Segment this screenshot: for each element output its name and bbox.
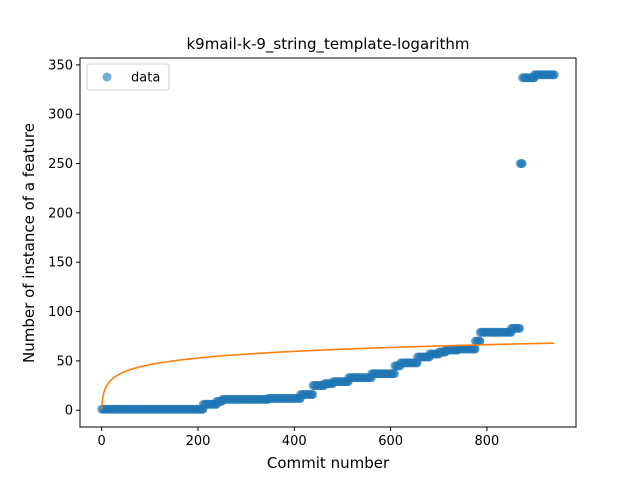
x-tick-label: 0	[98, 434, 106, 449]
y-axis-label: Number of instance of a feature	[20, 123, 38, 363]
y-tick-label: 50	[56, 354, 73, 369]
data-point	[470, 344, 480, 354]
y-tick-label: 250	[48, 157, 73, 172]
x-axis-label: Commit number	[267, 454, 390, 472]
y-tick-label: 350	[48, 58, 73, 73]
data-point	[475, 336, 485, 346]
y-tick-label: 0	[65, 404, 73, 419]
legend-marker	[102, 72, 112, 82]
y-tick-label: 300	[48, 108, 73, 123]
fit-line	[100, 342, 555, 410]
x-tick-label: 800	[474, 434, 499, 449]
y-tick-label: 100	[48, 305, 73, 320]
x-tick-label: 600	[378, 434, 403, 449]
data-points	[97, 70, 559, 414]
x-tick-label: 400	[282, 434, 307, 449]
legend-box	[86, 63, 170, 91]
data-point	[515, 323, 525, 333]
data-point	[308, 389, 318, 399]
data-point	[517, 159, 527, 169]
data-point	[549, 70, 559, 80]
x-tick-label: 200	[186, 434, 211, 449]
axes: 0 200 400 600 800 0 50 100 150 200 250 300 350	[48, 57, 577, 449]
y-tick-label: 200	[48, 206, 73, 221]
legend-label: data	[131, 71, 160, 86]
chart-title: k9mail-k-9_string_template-logarithm	[186, 35, 469, 54]
axes-frame	[79, 57, 577, 428]
legend: data	[86, 63, 170, 91]
data-point	[389, 369, 399, 379]
y-tick-label: 150	[48, 256, 73, 271]
plot-area	[97, 70, 559, 414]
